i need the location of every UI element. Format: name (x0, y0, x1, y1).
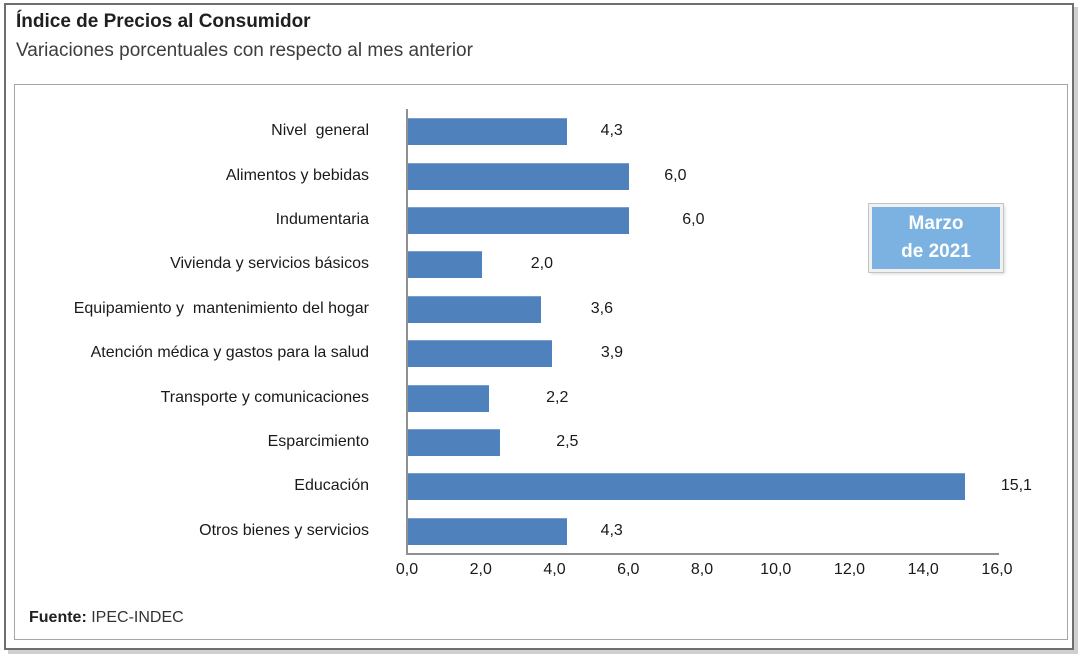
x-axis (406, 553, 999, 555)
page-subtitle: Variaciones porcentuales con respecto al… (16, 40, 473, 62)
category-label: Esparcimiento (267, 433, 369, 450)
category-label: Educación (294, 477, 369, 495)
y-axis (406, 109, 408, 555)
value-label: 2,2 (546, 388, 569, 406)
value-label: 2,5 (556, 433, 579, 450)
legend-month: Marzo (908, 213, 964, 235)
x-tick-label: 2,0 (469, 561, 492, 578)
x-tick-label: 10,0 (760, 561, 792, 578)
value-label: 6,0 (664, 166, 687, 184)
category-label: Transporte y comunicaciones (160, 388, 369, 406)
bar (408, 118, 567, 146)
legend-box: Marzo de 2021 (868, 203, 1004, 273)
bar (408, 429, 501, 456)
category-label: Nivel general (271, 122, 369, 140)
bar (408, 473, 965, 501)
bar (408, 207, 630, 234)
bar (408, 251, 482, 279)
x-tick-label: 6,0 (617, 561, 640, 578)
value-label: 15,1 (1000, 477, 1032, 495)
value-label: 3,9 (600, 344, 624, 362)
x-tick-label: 16,0 (981, 561, 1013, 578)
category-label: Otros bienes y servicios (199, 521, 369, 539)
chart-header: Índice de Precios al Consumidor Variacio… (16, 6, 473, 64)
page-title: Índice de Precios al Consumidor (16, 11, 311, 32)
x-tick-label: 12,0 (833, 561, 866, 578)
category-label: Indumentaria (275, 211, 369, 228)
value-label: 4,3 (600, 521, 623, 539)
source-note: Fuente: IPEC-INDEC (29, 609, 184, 627)
category-label: Atención médica y gastos para la salud (90, 344, 369, 362)
legend-year: de 2021 (901, 241, 971, 262)
x-tick-label: 8,0 (690, 561, 714, 578)
chart-area: Nivel general 4,3 Alimentos y bebidas 6,0 In… (14, 84, 1068, 640)
category-label: Vivienda y servicios básicos (170, 255, 369, 273)
category-label: Alimentos y bebidas (225, 166, 369, 184)
x-tick-label: 4,0 (543, 561, 566, 578)
bar (408, 295, 541, 323)
category-label: Equipamiento y mantenimiento del hogar (73, 299, 369, 317)
bar (408, 384, 490, 412)
x-tick-label: 14,0 (907, 561, 939, 578)
value-label: 3,6 (590, 299, 613, 317)
value-label: 2,0 (530, 255, 553, 273)
value-label: 6,0 (682, 211, 705, 228)
x-tick-label: 0,0 (395, 561, 419, 578)
source-value: IPEC-INDEC (91, 609, 184, 626)
value-label: 4,3 (600, 122, 623, 140)
bar (408, 162, 630, 190)
bar (408, 340, 552, 368)
bar (408, 517, 567, 545)
source-label: Fuente: (29, 609, 87, 626)
